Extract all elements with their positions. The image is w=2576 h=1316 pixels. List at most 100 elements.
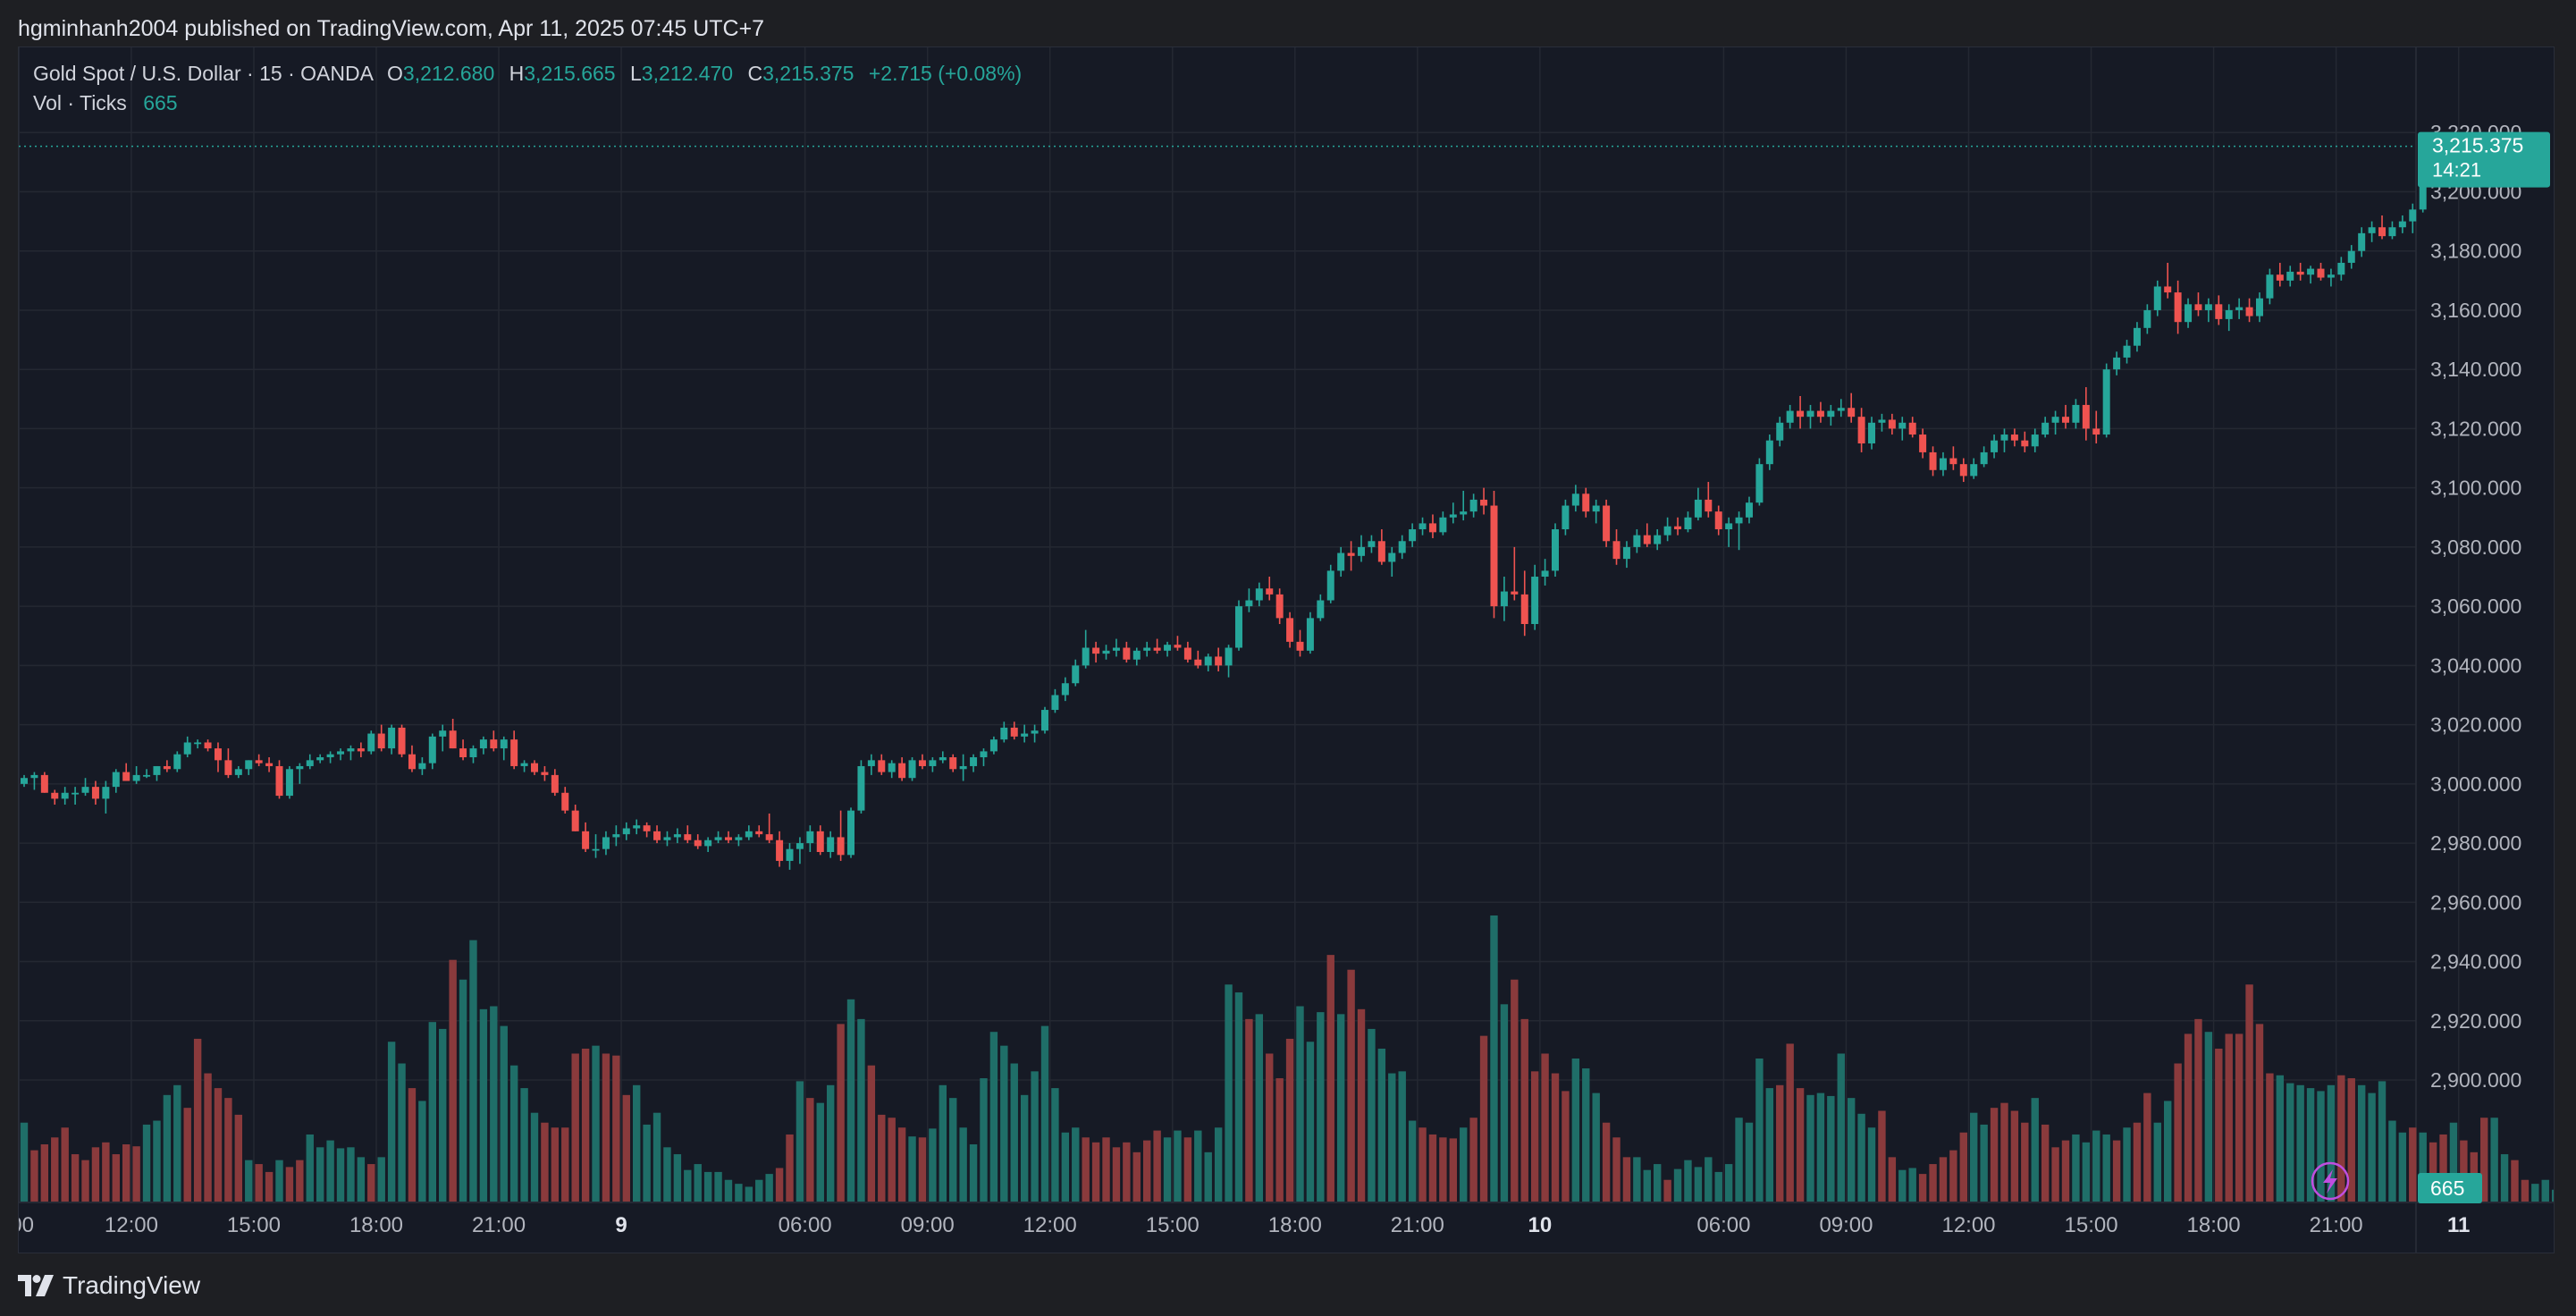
volume-bar [1612,1137,1621,1202]
volume-bar [2368,1092,2376,1202]
volume-bar [285,1167,294,1202]
volume-label[interactable]: Vol · Ticks [33,91,127,114]
candle-body [592,848,600,851]
high-value: 3,215.665 [524,62,616,85]
volume-bar [2174,1063,2182,1202]
volume-bar [377,1157,385,1202]
volume-bar [2194,1018,2202,1202]
volume-bar [1694,1167,1703,1202]
volume-bar [296,1160,304,1202]
candle-body [2194,304,2202,310]
volume-bar [643,1124,651,1202]
candle-body [1562,505,1570,530]
candle-body [285,769,293,797]
volume-bar [2398,1132,2407,1202]
candle-body [2113,357,2121,370]
volume-bar [592,1045,600,1202]
candle-body [2307,268,2315,275]
price-badges: 3,215.375 14:21 665 [2311,131,2550,1203]
volume-bar [918,1137,927,1202]
lightning-bolt-icon [2323,1169,2337,1194]
volume-bar [633,1084,641,1202]
volume-bar [1735,1118,1743,1202]
candle-body [102,787,110,799]
volume-bar [929,1128,937,1202]
volume-bar [2031,1098,2039,1202]
candle-body [2409,209,2417,222]
candle-body [989,739,998,752]
candle-body [72,792,80,795]
volume-bar [387,1042,396,1202]
candle-body [959,765,967,770]
volume-bar [2255,1024,2264,1202]
volume-bar [1225,984,1233,1202]
volume-bar [878,1114,886,1202]
volume-bar [786,1134,794,1202]
symbol-title[interactable]: Gold Spot / U.S. Dollar · 15 · OANDA [33,62,373,85]
volume-bar [1469,1118,1477,1202]
candle-body [479,739,487,749]
candle-body [1898,422,1907,429]
volume-bar [2480,1118,2488,1202]
candle-body [1797,410,1805,418]
lightning-icon[interactable] [2311,1161,2350,1201]
price-tick-label: 2,900.000 [2430,1068,2521,1092]
chart-canvas[interactable]: 2,900.000 2,920.000 2,940.000 2,960.000 2,98… [19,47,2555,1253]
candle-body [1326,570,1334,601]
volume-bar [2021,1122,2029,1202]
tradingview-brand[interactable]: TradingView [18,1268,200,1303]
candle-body [1694,499,1702,518]
volume-bar [684,1169,692,1202]
candle-body [1377,541,1385,562]
chart-panel[interactable]: 2,900.000 2,920.000 2,940.000 2,960.000 2,98… [18,46,2555,1253]
volume-bar [224,1098,232,1202]
volume-bar [153,1120,161,1202]
time-tick-label: 9 [615,1213,627,1237]
volume-bar [1408,1120,1417,1202]
candle-body [1132,650,1141,660]
time-tick-label: 18:00 [349,1213,403,1237]
candle-body [1460,511,1468,515]
volume-bar [2531,1184,2539,1202]
volume-bar [1418,1127,1427,1202]
volume-bar [2500,1154,2509,1202]
volume-bar [1898,1169,1907,1202]
volume-bar [275,1160,283,1202]
candle-body [2185,304,2193,323]
volume-bar [561,1127,569,1202]
volume-bar [1112,1147,1121,1202]
last-price-badge [2418,131,2550,188]
candle-body [306,760,314,766]
volume-bar [1163,1137,1172,1202]
volume-bar [745,1186,753,1202]
volume-bar [398,1063,406,1202]
candle-body [684,834,692,840]
candle-body [939,757,947,761]
candle-body [602,837,610,849]
volume-badge [2418,1173,2482,1203]
volume-bar [2521,1179,2530,1202]
candle-body [755,831,763,835]
volume-bar [1908,1168,1916,1202]
candle-body [1337,553,1345,571]
candle-body [1041,710,1048,731]
candle-body [1234,606,1242,648]
volume-bar [1255,1014,1264,1202]
candle-body [1552,529,1559,571]
candle-body [1776,422,1784,441]
candle-body [776,839,784,861]
volume-bar [1102,1137,1110,1202]
candle-body [551,774,559,793]
candle-body [1409,529,1417,542]
candle-body [1061,683,1069,696]
candle-body [612,834,620,838]
volume-bar [1051,1088,1059,1202]
candle-body [1031,730,1039,734]
candle-body [2286,271,2294,281]
price-tick-label: 2,960.000 [2430,890,2521,914]
time-tick-label: 21:00 [1391,1213,1444,1237]
volume-bar [735,1184,743,1202]
candle-body [357,748,365,752]
volume-bar [1490,915,1498,1202]
volume-bars [20,915,2554,1202]
